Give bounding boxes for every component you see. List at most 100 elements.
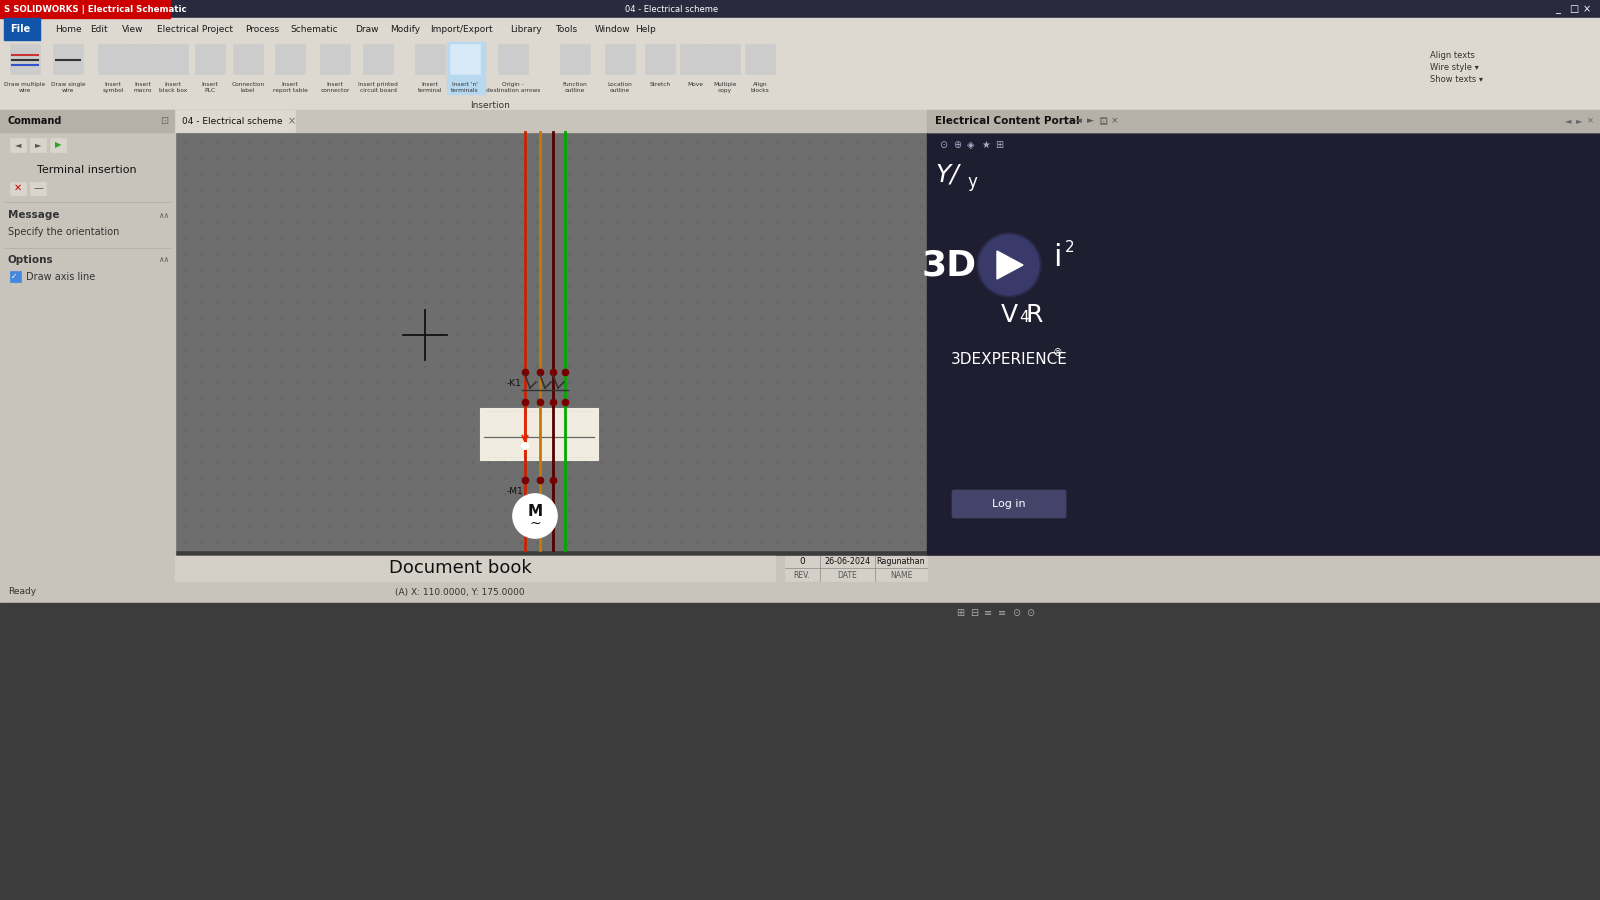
Bar — [926, 132, 1600, 572]
Text: 2: 2 — [1066, 240, 1075, 256]
Text: 3D: 3D — [922, 248, 976, 282]
Text: Options: Options — [8, 255, 54, 265]
Bar — [680, 44, 710, 74]
Text: ×: × — [288, 116, 296, 126]
Circle shape — [514, 494, 557, 538]
Text: Message: Message — [8, 210, 59, 220]
Bar — [98, 44, 128, 74]
Bar — [30, 182, 46, 195]
Text: ◄: ◄ — [14, 140, 21, 149]
Bar — [0, 40, 1600, 110]
Bar — [0, 18, 1600, 40]
Bar — [480, 408, 598, 460]
Text: Insert printed
circuit board: Insert printed circuit board — [358, 82, 398, 93]
Text: ∧∧: ∧∧ — [158, 256, 170, 265]
Bar — [746, 44, 774, 74]
Text: Specify the orientation: Specify the orientation — [8, 227, 120, 237]
Text: Wire style ▾: Wire style ▾ — [1430, 64, 1478, 73]
Text: ⊕: ⊕ — [954, 140, 962, 150]
Text: 3DEXPERIENCE: 3DEXPERIENCE — [950, 353, 1067, 367]
Text: ✕: ✕ — [14, 183, 22, 193]
Text: Edit: Edit — [90, 24, 107, 33]
Bar — [0, 0, 1600, 18]
Text: DATE: DATE — [837, 571, 858, 580]
Bar — [498, 44, 528, 74]
Text: 0: 0 — [798, 557, 805, 566]
Bar — [363, 44, 394, 74]
Text: Connection
label: Connection label — [232, 82, 264, 93]
Text: ~: ~ — [530, 517, 541, 531]
Text: ★: ★ — [981, 140, 990, 150]
Text: Tools: Tools — [555, 24, 578, 33]
Text: ►: ► — [1576, 116, 1582, 125]
Text: Stretch: Stretch — [650, 82, 670, 87]
Text: 26-06-2024: 26-06-2024 — [824, 557, 870, 566]
Text: Command: Command — [8, 116, 62, 126]
Bar — [234, 44, 262, 74]
Text: □: □ — [1570, 4, 1578, 14]
Text: Draw: Draw — [355, 24, 379, 33]
Bar — [10, 138, 26, 152]
Text: ×: × — [1587, 116, 1594, 125]
Text: ◈: ◈ — [966, 140, 974, 150]
Text: ×: × — [1582, 4, 1590, 14]
Text: Show texts ▾: Show texts ▾ — [1430, 76, 1483, 85]
Bar — [446, 42, 485, 94]
Bar — [275, 44, 306, 74]
Text: Insert
symbol: Insert symbol — [102, 82, 123, 93]
Text: ►: ► — [1086, 116, 1094, 125]
Bar — [10, 271, 21, 282]
Text: (A) X: 110.0000, Y: 175.0000: (A) X: 110.0000, Y: 175.0000 — [395, 588, 525, 597]
Text: Help: Help — [635, 24, 656, 33]
Text: ◄: ◄ — [1075, 116, 1082, 125]
Bar — [710, 44, 739, 74]
Bar — [0, 603, 1600, 623]
Text: Insert
black box: Insert black box — [158, 82, 187, 93]
Text: S SOLIDWORKS | Electrical Schematic: S SOLIDWORKS | Electrical Schematic — [3, 4, 187, 13]
Text: ⊙: ⊙ — [1011, 608, 1021, 618]
Bar — [128, 44, 158, 74]
Text: File: File — [10, 24, 30, 34]
Bar — [53, 44, 83, 74]
Text: ⊞: ⊞ — [995, 140, 1003, 150]
Text: Ready: Ready — [8, 588, 37, 597]
Bar — [414, 44, 445, 74]
Text: Ragunathan: Ragunathan — [877, 557, 925, 566]
Text: R: R — [1026, 303, 1043, 327]
Circle shape — [522, 443, 528, 449]
Text: Document book: Document book — [389, 559, 531, 577]
Bar — [0, 581, 1600, 603]
FancyBboxPatch shape — [952, 490, 1066, 518]
Text: Origin -
destination arrows: Origin - destination arrows — [486, 82, 541, 93]
Bar — [50, 138, 66, 152]
Bar — [0, 0, 170, 18]
Text: Insert
terminal: Insert terminal — [418, 82, 442, 93]
Text: —: — — [34, 183, 43, 193]
Text: _: _ — [1555, 4, 1560, 14]
Text: View: View — [122, 24, 144, 33]
Text: ⊙: ⊙ — [1026, 608, 1034, 618]
Text: M: M — [528, 505, 542, 519]
Text: Electrical Content Portal: Electrical Content Portal — [934, 116, 1080, 126]
Text: Insert
connector: Insert connector — [320, 82, 350, 93]
Text: Home: Home — [54, 24, 82, 33]
Bar — [174, 110, 294, 132]
Text: Multiple
copy: Multiple copy — [714, 82, 736, 93]
Bar — [3, 18, 40, 40]
Bar — [174, 132, 926, 550]
Text: Insertion: Insertion — [470, 102, 510, 111]
Bar — [10, 182, 26, 195]
Bar — [30, 138, 46, 152]
Bar — [0, 110, 1600, 132]
Bar — [450, 44, 480, 74]
Text: Insert
PLC: Insert PLC — [202, 82, 219, 93]
Text: y: y — [966, 173, 978, 191]
Text: ✓: ✓ — [11, 272, 18, 281]
Text: 04 - Electrical scheme: 04 - Electrical scheme — [182, 116, 283, 125]
Text: Insert 'n'
terminals: Insert 'n' terminals — [451, 82, 478, 93]
Bar — [195, 44, 226, 74]
Text: Log in: Log in — [992, 499, 1026, 509]
Text: ►: ► — [35, 140, 42, 149]
Text: Move: Move — [686, 82, 702, 87]
Text: ×: × — [1110, 116, 1118, 125]
